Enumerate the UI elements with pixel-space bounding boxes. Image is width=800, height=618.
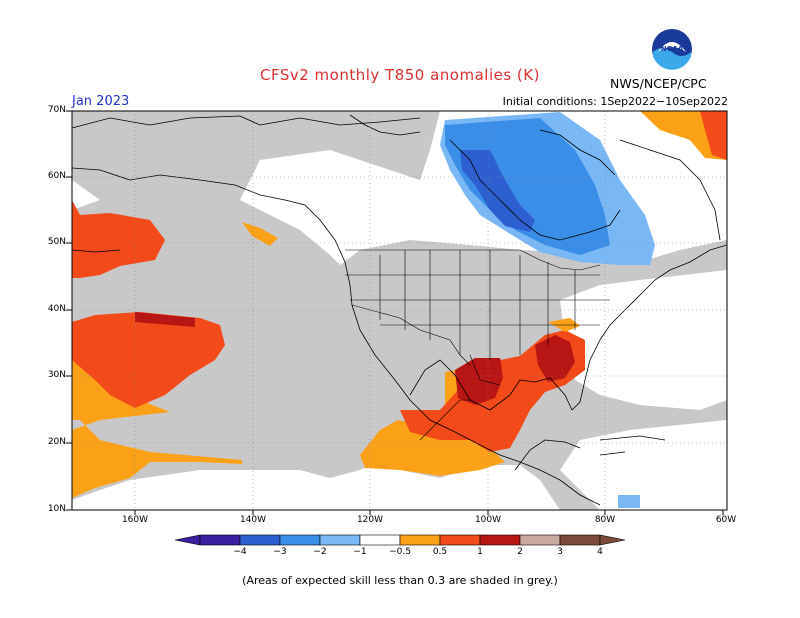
lon-label-80w: 80W bbox=[594, 515, 616, 525]
anomaly-red-ne-pacific bbox=[72, 200, 165, 278]
anomaly-darkred-hawaii bbox=[135, 312, 195, 327]
lon-label-140w: 140W bbox=[239, 515, 267, 525]
lat-label-50n: 50N bbox=[47, 237, 66, 247]
lon-label-60w: 60W bbox=[715, 515, 737, 525]
anomaly-darkred-texas bbox=[455, 358, 503, 405]
colorbar-segment-2 bbox=[279, 534, 321, 546]
anomaly-orange-mexico-pacific bbox=[360, 420, 505, 476]
anomaly-red-hawaii bbox=[72, 312, 225, 408]
anomaly-orange-hawaii bbox=[72, 320, 242, 498]
colorbar-segment-7 bbox=[479, 534, 521, 546]
colorbar-arrow-low bbox=[174, 534, 201, 546]
colorbar-segment-8 bbox=[519, 534, 561, 546]
anomaly-darkred-southeast bbox=[535, 335, 575, 382]
white-area-pacific-west bbox=[72, 180, 100, 210]
lon-label-160w: 160W bbox=[121, 515, 149, 525]
lat-label-60n: 60N bbox=[47, 171, 66, 181]
white-area-pacific-south bbox=[72, 460, 560, 510]
noaa-logo-icon: NOAA bbox=[652, 29, 692, 70]
colorbar-segment-3 bbox=[319, 534, 361, 546]
lon-label-100w: 100W bbox=[474, 515, 502, 525]
agency-label: NWS/NCEP/CPC bbox=[610, 76, 707, 91]
initial-conditions: Initial conditions: 1Sep2022−10Sep2022 bbox=[502, 95, 728, 108]
lon-label-120w: 120W bbox=[356, 515, 384, 525]
graticule bbox=[72, 111, 727, 510]
political-borders bbox=[345, 249, 610, 441]
lat-label-10n: 10N bbox=[47, 504, 66, 514]
month-label: Jan 2023 bbox=[72, 94, 130, 109]
colorbar-tick-label: −1 bbox=[353, 547, 367, 557]
colorbar-tick-label: −2 bbox=[313, 547, 327, 557]
colorbar-tick-label: −4 bbox=[233, 547, 247, 557]
axis-ticks bbox=[66, 110, 724, 515]
chart-title: CFSv2 monthly T850 anomalies (K) bbox=[260, 66, 540, 84]
colorbar-arrow-high bbox=[599, 534, 626, 546]
anomaly-red-greenland bbox=[700, 111, 727, 160]
anomaly-dark-blue bbox=[460, 150, 535, 232]
colorbar-tick-label: 2 bbox=[517, 547, 523, 557]
colorbar-segment-9 bbox=[559, 534, 601, 546]
anomaly-light-blue-caribbean bbox=[618, 495, 640, 508]
colorbar-tick-label: 1 bbox=[477, 547, 483, 557]
colorbar-segment-5 bbox=[399, 534, 441, 546]
colorbar-tick-label: 3 bbox=[557, 547, 563, 557]
skill-footnote: (Areas of expected skill less than 0.3 a… bbox=[242, 574, 558, 587]
lat-label-70n: 70N bbox=[47, 105, 66, 115]
white-area-southeast bbox=[560, 270, 727, 410]
lat-label-40n: 40N bbox=[47, 304, 66, 314]
logo-text: NOAA bbox=[661, 45, 684, 53]
colorbar-segment-4 bbox=[359, 534, 401, 546]
colorbar-segment-1 bbox=[239, 534, 281, 546]
lat-label-30n: 30N bbox=[47, 370, 66, 380]
white-area-south bbox=[560, 420, 727, 510]
colorbar-tick-label: 0.5 bbox=[432, 547, 448, 557]
lat-label-20n: 20N bbox=[47, 437, 66, 447]
colorbar-tick-label: 4 bbox=[597, 547, 603, 557]
anomaly-orange-gulf-alaska bbox=[242, 222, 278, 246]
colorbar-tick-label: −3 bbox=[273, 547, 287, 557]
colorbar-tick-label: −0.5 bbox=[389, 547, 411, 557]
colorbar-segment-0 bbox=[199, 534, 241, 546]
colorbar-segment-6 bbox=[439, 534, 481, 546]
